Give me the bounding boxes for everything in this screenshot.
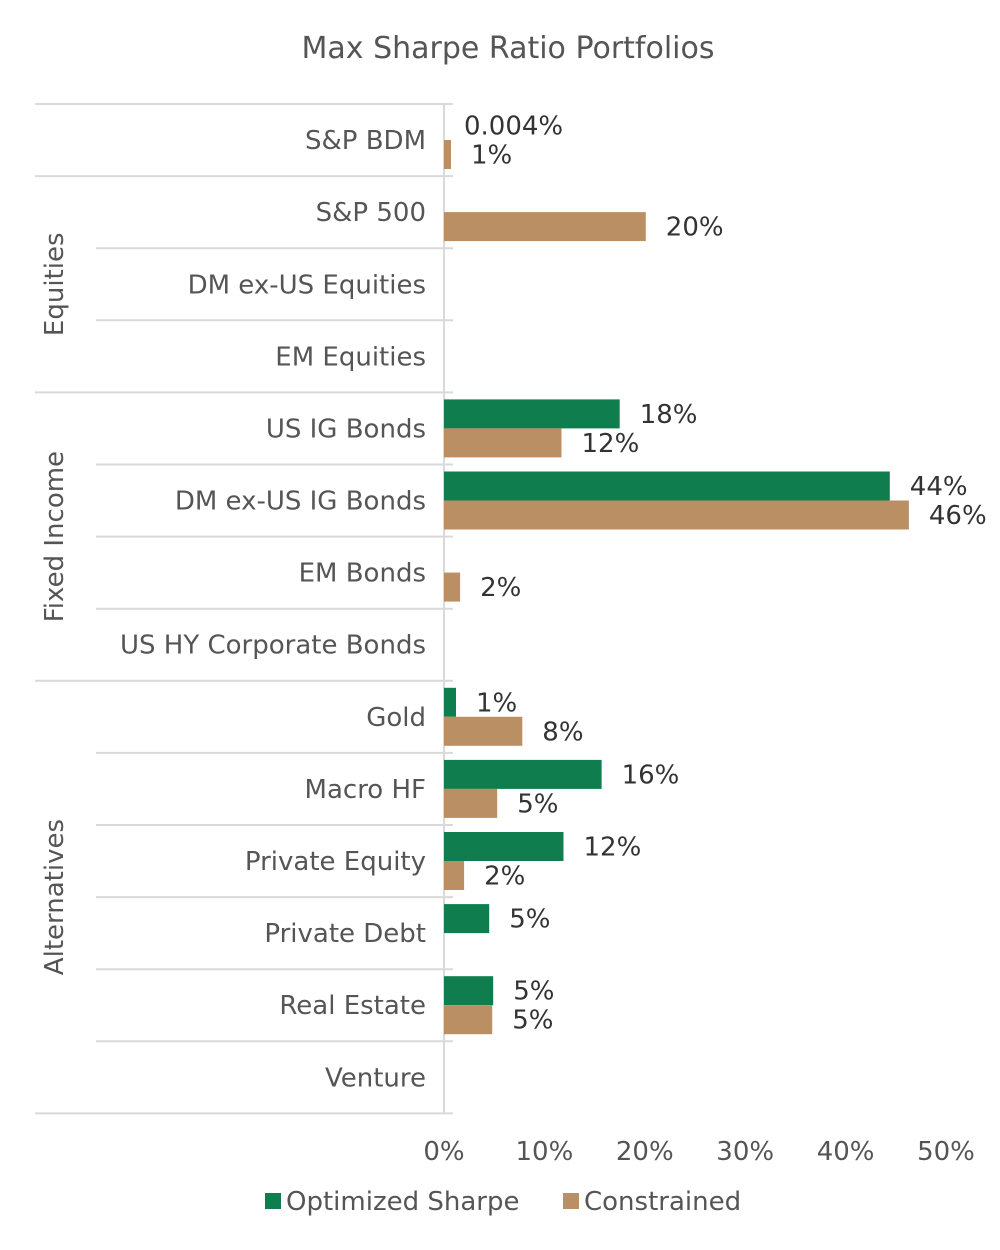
data-label-constrained-s-p-500: 20% bbox=[666, 213, 724, 243]
group-label-equities: Equities bbox=[40, 233, 70, 337]
x-tick-label: 0% bbox=[423, 1137, 464, 1167]
data-label-optimized-sharpe-real-estate: 5% bbox=[513, 977, 554, 1007]
bars bbox=[444, 140, 909, 1035]
data-label-constrained-real-estate: 5% bbox=[512, 1006, 553, 1036]
category-label-us-hy-corporate-bonds: US HY Corporate Bonds bbox=[120, 631, 426, 661]
category-label-venture: Venture bbox=[325, 1063, 426, 1093]
x-tick-label: 40% bbox=[817, 1137, 875, 1167]
x-tick-label: 10% bbox=[516, 1137, 574, 1167]
x-tick-label: 50% bbox=[917, 1137, 975, 1167]
group-label-alternatives: Alternatives bbox=[40, 819, 70, 975]
bar-optimized-sharpe-private-equity bbox=[444, 832, 564, 861]
category-label-em-equities: EM Equities bbox=[275, 342, 426, 372]
category-label-dm-ex-us-ig-bonds: DM ex-US IG Bonds bbox=[175, 487, 426, 517]
category-label-em-bonds: EM Bonds bbox=[299, 559, 426, 589]
bar-optimized-sharpe-macro-hf bbox=[444, 759, 602, 789]
bar-constrained-macro-hf bbox=[444, 788, 498, 818]
legend-label-optimized-sharpe: Optimized Sharpe bbox=[286, 1187, 519, 1217]
data-label-optimized-sharpe-private-debt: 5% bbox=[509, 905, 550, 935]
chart-title: Max Sharpe Ratio Portfolios bbox=[302, 31, 715, 66]
data-label-optimized-sharpe-private-equity: 12% bbox=[584, 833, 642, 863]
bar-constrained-us-ig-bonds bbox=[444, 428, 562, 458]
data-label-constrained-macro-hf: 5% bbox=[517, 789, 558, 819]
category-label-s-p-500: S&P 500 bbox=[316, 198, 426, 228]
category-label-dm-ex-us-equities: DM ex-US Equities bbox=[188, 270, 426, 300]
bar-constrained-s-p-500 bbox=[444, 212, 646, 242]
legend-label-constrained: Constrained bbox=[584, 1187, 741, 1217]
data-label-constrained-private-equity: 2% bbox=[484, 862, 525, 892]
x-tick-label: 20% bbox=[616, 1137, 674, 1167]
data-label-optimized-sharpe-us-ig-bonds: 18% bbox=[640, 400, 698, 430]
legend-swatch-constrained bbox=[563, 1193, 579, 1209]
bar-constrained-s-p-bdm bbox=[444, 140, 451, 169]
data-labels: 0.004%1%20%18%12%44%46%2%1%8%16%5%12%2%5… bbox=[464, 112, 987, 1036]
data-label-constrained-s-p-bdm: 1% bbox=[471, 141, 512, 171]
category-label-gold: Gold bbox=[366, 703, 426, 733]
x-tick-label: 30% bbox=[716, 1137, 774, 1167]
category-grid bbox=[35, 103, 453, 1115]
bar-optimized-sharpe-gold bbox=[444, 687, 456, 717]
data-label-optimized-sharpe-s-p-bdm: 0.004% bbox=[464, 112, 563, 142]
data-label-constrained-us-ig-bonds: 12% bbox=[582, 429, 640, 459]
bar-constrained-em-bonds bbox=[444, 572, 461, 602]
category-label-macro-hf: Macro HF bbox=[305, 775, 426, 805]
category-label-real-estate: Real Estate bbox=[279, 991, 426, 1021]
category-label-private-debt: Private Debt bbox=[264, 919, 426, 949]
bar-constrained-gold bbox=[444, 716, 523, 746]
category-label-s-p-bdm: S&P BDM bbox=[305, 126, 426, 156]
group-labels: Equities Fixed Income Alternatives bbox=[40, 233, 70, 976]
data-label-constrained-dm-ex-us-ig-bonds: 46% bbox=[929, 501, 987, 531]
legend-swatch-optimized-sharpe bbox=[265, 1193, 281, 1209]
data-label-optimized-sharpe-gold: 1% bbox=[476, 688, 517, 718]
bar-optimized-sharpe-real-estate bbox=[444, 976, 494, 1006]
category-label-us-ig-bonds: US IG Bonds bbox=[266, 414, 426, 444]
legend: Optimized Sharpe Constrained bbox=[265, 1187, 741, 1217]
bar-constrained-dm-ex-us-ig-bonds bbox=[444, 500, 909, 530]
data-label-optimized-sharpe-macro-hf: 16% bbox=[622, 760, 680, 790]
category-labels: S&P BDM S&P 500 DM ex-US Equities EM Equiti… bbox=[120, 126, 426, 1093]
bar-optimized-sharpe-private-debt bbox=[444, 904, 490, 934]
bar-optimized-sharpe-dm-ex-us-ig-bonds bbox=[444, 471, 890, 501]
data-label-constrained-em-bonds: 2% bbox=[480, 573, 521, 603]
data-label-constrained-gold: 8% bbox=[542, 717, 583, 747]
x-axis-ticks: 0% 10% 20% 30% 40% 50% bbox=[423, 1137, 975, 1167]
group-label-fixed-income: Fixed Income bbox=[40, 451, 70, 622]
bar-optimized-sharpe-us-ig-bonds bbox=[444, 399, 620, 429]
data-label-optimized-sharpe-dm-ex-us-ig-bonds: 44% bbox=[910, 472, 968, 502]
bar-constrained-real-estate bbox=[444, 1005, 493, 1035]
category-label-private-equity: Private Equity bbox=[245, 847, 426, 877]
bar-constrained-private-equity bbox=[444, 861, 465, 890]
